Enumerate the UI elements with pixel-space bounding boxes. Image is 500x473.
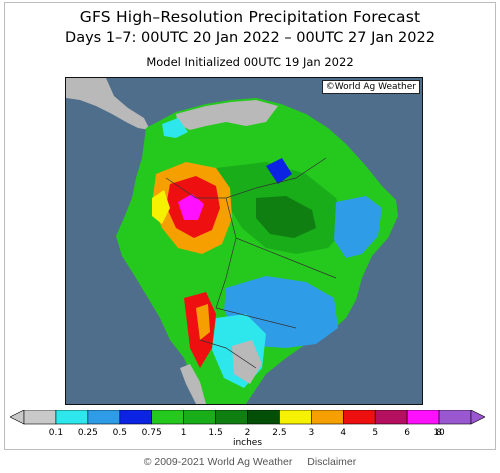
colorbar-tick-label: 1.5 — [208, 428, 223, 438]
colorbar-swatch — [87, 409, 121, 425]
rain-yellow-west — [152, 190, 170, 224]
colorbar-tick-label: 2.5 — [272, 428, 287, 438]
colorbar-swatch — [406, 409, 440, 425]
colorbar-swatch — [342, 409, 376, 425]
colorbar-swatch — [183, 409, 216, 425]
colorbar-tick-label: 5 — [372, 428, 379, 438]
colorbar-swatch — [55, 409, 89, 425]
map-subtitle: Days 1–7: 00UTC 20 Jan 2022 – 00UTC 27 J… — [65, 30, 435, 46]
colorbar-tick-label: 0.25 — [77, 428, 98, 438]
heavy-rain-core-magenta — [178, 194, 204, 220]
map-graphic — [66, 78, 422, 404]
country-borders — [165, 157, 337, 369]
colorbar: 0.1 0.25 0.5 0.75 1 1.5 2 2.5 3 4 5 6 8 10 inches — [9, 409, 486, 450]
colorbar-tick-label: 6 — [404, 428, 411, 438]
precipitation-map: ©World Ag Weather — [65, 77, 423, 405]
colorbar-swatch — [438, 409, 472, 425]
colorbar-max-arrow — [470, 409, 486, 425]
colorbar-tick-label: 8 — [436, 428, 442, 438]
copyright-text: © 2009-2021 World Ag Weather — [143, 456, 293, 468]
colorbar-tick-label: 4 — [340, 428, 347, 438]
north-coast-dry — [176, 100, 278, 130]
disclaimer-link[interactable]: Disclaimer — [307, 456, 357, 468]
colorbar-tick-label: 3 — [308, 428, 315, 438]
colorbar-tick-label: 0.5 — [112, 428, 127, 438]
colorbar-swatch — [247, 409, 280, 425]
colorbar-graphic — [9, 409, 486, 425]
footer: © 2009-2021 World Ag Weather Disclaimer — [0, 456, 500, 468]
colorbar-unit: inches — [232, 438, 263, 448]
model-init-line: Model Initialized 00UTC 19 Jan 2022 — [146, 55, 354, 69]
heavy-rain-bolivia-orange — [196, 304, 210, 340]
colorbar-tick-label: 1 — [180, 428, 187, 438]
colorbar-swatch — [215, 409, 248, 425]
colorbar-swatch — [151, 409, 184, 425]
colorbar-min-arrow — [9, 409, 25, 425]
colorbar-swatch — [311, 409, 344, 425]
central-america-land — [66, 78, 150, 130]
amazon-deep-blue — [266, 158, 292, 184]
colorbar-tick-label: 10 — [433, 428, 445, 438]
colorbar-swatch — [119, 409, 153, 425]
northeast-blue — [334, 196, 382, 258]
colorbar-swatch — [279, 409, 312, 425]
colorbar-tick-label: 0.75 — [141, 428, 162, 438]
colorbar-tick-label: 2 — [244, 428, 251, 438]
southern-cone-grey — [180, 364, 206, 404]
colorbar-swatch — [374, 409, 408, 425]
amazon-dark-green — [256, 196, 316, 238]
map-title: GFS High–Resolution Precipitation Foreca… — [79, 8, 421, 26]
colorbar-swatch — [23, 409, 57, 425]
colorbar-tick-label: 0.1 — [48, 428, 64, 438]
watermark-label: ©World Ag Weather — [321, 80, 420, 94]
north-coast-light-rain — [162, 118, 188, 138]
